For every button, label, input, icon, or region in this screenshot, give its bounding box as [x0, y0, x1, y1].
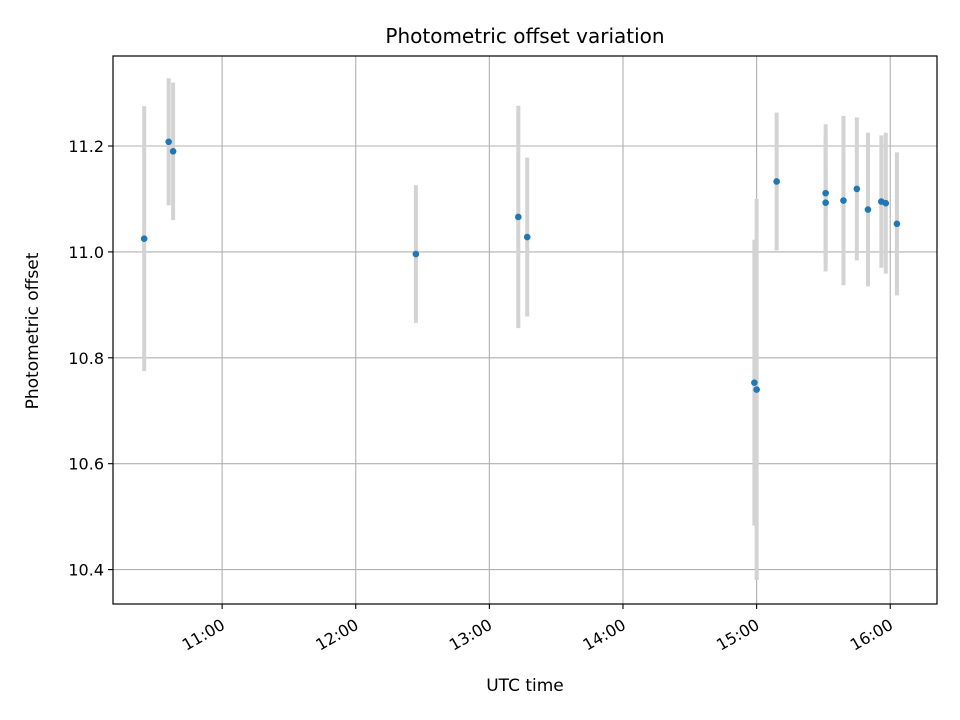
- y-tick-label: 11.2: [68, 137, 104, 156]
- y-tick-label: 11.0: [68, 243, 104, 262]
- grid: [113, 56, 937, 604]
- y-tick-label: 10.4: [68, 561, 104, 580]
- y-tick-label: 10.6: [68, 455, 104, 474]
- y-axis-label: Photometric offset: [23, 252, 43, 409]
- data-point: [893, 220, 901, 228]
- data-point: [412, 250, 420, 258]
- y-tick-label: 10.8: [68, 349, 104, 368]
- plot-area-frame: [112, 55, 938, 605]
- data-point: [864, 206, 872, 213]
- data-point: [751, 379, 758, 386]
- data-point: [753, 386, 760, 393]
- data-point: [882, 199, 890, 207]
- data-point: [515, 213, 522, 221]
- data-point: [523, 233, 531, 241]
- data-point: [169, 148, 177, 155]
- data-point: [853, 185, 861, 193]
- x-axis-label: UTC time: [486, 676, 564, 696]
- chart-title: Photometric offset variation: [385, 24, 664, 48]
- data-point: [840, 197, 847, 204]
- data-point: [140, 235, 148, 242]
- data-point: [822, 189, 829, 197]
- data-point: [165, 138, 172, 146]
- data-points: [140, 138, 901, 393]
- data-point: [773, 178, 780, 185]
- data-point: [822, 199, 829, 206]
